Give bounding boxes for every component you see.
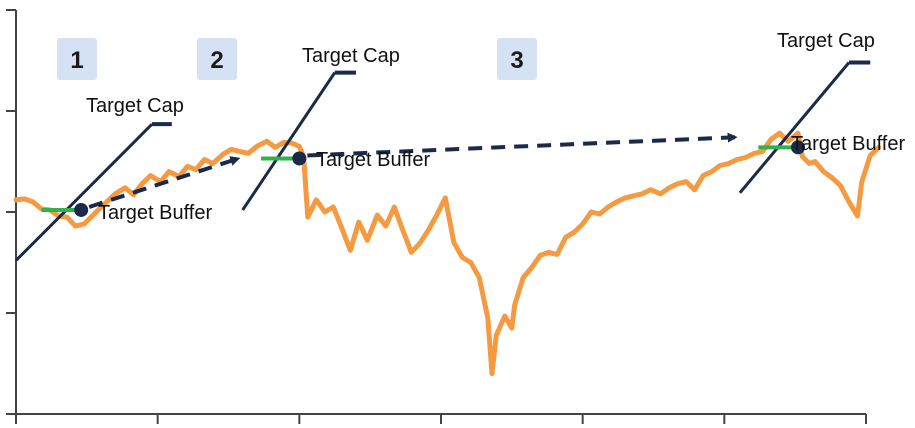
reset-arrow <box>88 156 241 209</box>
target-cap-label: Target Cap <box>86 95 184 117</box>
period-badge: 3 <box>497 38 537 80</box>
x-axis-ticks <box>15 414 867 424</box>
badge-number: 1 <box>70 47 83 74</box>
badge-number: 3 <box>510 47 523 74</box>
cap-line <box>14 123 154 262</box>
reset-point <box>791 140 805 155</box>
period-annotation: Target Cap Target Buffer <box>241 45 738 211</box>
cap-line <box>738 61 851 194</box>
badge-box <box>497 38 537 80</box>
target-cap-label: Target Cap <box>777 30 875 52</box>
period-badge: 2 <box>197 38 237 80</box>
target-buffer-label: Target Buffer <box>316 149 430 171</box>
y-axis-ticks <box>6 9 16 415</box>
badge-number: 2 <box>210 47 223 74</box>
series-line <box>13 130 882 377</box>
target-cap-label: Target Cap <box>302 45 400 67</box>
cap-line <box>241 71 336 211</box>
axes <box>6 9 867 424</box>
badge-box <box>197 38 237 80</box>
period-badges: 1 2 3 <box>57 38 537 80</box>
target-buffer-label: Target Buffer <box>98 202 212 224</box>
reset-point <box>74 202 89 217</box>
period-badge: 1 <box>57 38 97 80</box>
badge-box <box>57 38 97 80</box>
period-annotation: Target Cap Target Buffer <box>738 30 905 194</box>
reset-point <box>292 151 307 166</box>
reset-arrow <box>307 132 738 158</box>
target-buffer-label: Target Buffer <box>791 133 905 155</box>
period-annotation: Target Cap Target Buffer <box>14 95 241 262</box>
series-layer <box>13 130 882 377</box>
